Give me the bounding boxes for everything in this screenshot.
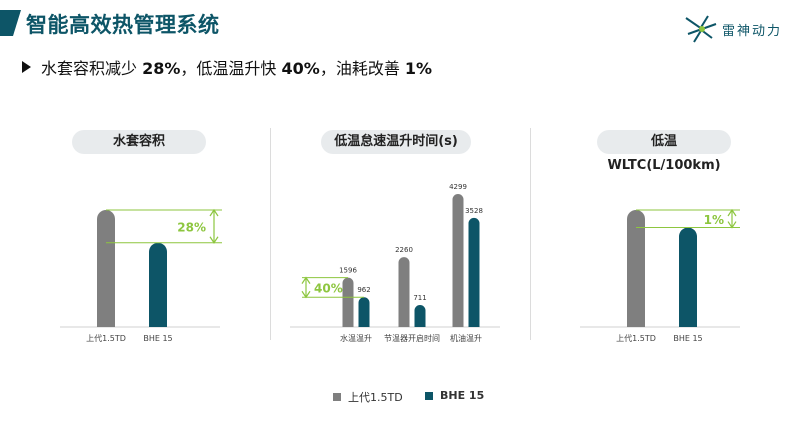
data-label: 711 <box>413 294 426 302</box>
legend-item-bhe: BHE 15 <box>425 389 484 402</box>
data-label: 3528 <box>465 207 483 215</box>
data-label: 962 <box>357 286 370 294</box>
bar-warmup <box>468 217 480 327</box>
bar-water-jacket <box>149 242 167 327</box>
data-label: 1596 <box>339 267 357 275</box>
legend-item-prev: 上代1.5TD <box>333 389 403 405</box>
annotation-water-jacket-label: 28% <box>177 220 206 234</box>
chart-title-warmup-time: 低温怠速温升时间(s) <box>321 130 471 154</box>
x-tick-label: 节温器开启时间 <box>384 333 440 343</box>
data-label: 2260 <box>395 246 413 254</box>
x-tick-label: 上代1.5TD <box>86 333 126 343</box>
summary-value-3: 1% <box>404 59 433 78</box>
chart-title-wltc: 低温WLTC(L/100km) <box>597 130 731 173</box>
annotation-warmup-arrow-head-down <box>301 290 311 299</box>
brand-name: 雷神动力 <box>722 24 783 39</box>
page-title: 智能高效热管理系统 <box>26 13 220 37</box>
panel-divider <box>530 128 531 340</box>
x-tick-label: BHE 15 <box>143 334 172 343</box>
annotation-wltc-label: 1% <box>704 213 724 227</box>
data-label: 4299 <box>449 183 467 191</box>
summary-part-3: ，油耗改善 <box>319 59 400 78</box>
x-tick-label: 机油温升 <box>450 333 482 343</box>
bar-warmup <box>452 194 464 327</box>
summary-part-2: ，低温温升快 <box>180 59 277 78</box>
summary-value-2: 40% <box>281 59 320 78</box>
bar-wltc <box>679 227 697 327</box>
summary-value-1: 28% <box>142 59 181 78</box>
brand-logo-icon <box>685 15 717 43</box>
bar-warmup <box>414 305 426 327</box>
bar-warmup <box>358 297 370 327</box>
summary-line: 水套容积减少 28%，低温温升快 40%，油耗改善 1% <box>22 55 432 79</box>
bullet-triangle-icon <box>22 61 31 73</box>
bar-warmup <box>398 257 410 327</box>
bar-water-jacket <box>97 210 115 327</box>
annotation-warmup-label: 40% <box>314 281 343 295</box>
title-accent-triangle <box>13 10 21 36</box>
x-tick-label: BHE 15 <box>673 334 702 343</box>
panel-divider <box>270 128 271 340</box>
x-tick-label: 上代1.5TD <box>616 333 656 343</box>
legend-swatch-teal <box>425 391 433 400</box>
bar-warmup <box>342 277 354 327</box>
title-accent-bar <box>0 10 13 36</box>
bar-wltc <box>627 210 645 327</box>
summary-part-1: 水套容积减少 <box>41 59 138 78</box>
legend-label-bhe: BHE 15 <box>440 389 485 402</box>
x-tick-label: 水温温升 <box>340 333 372 343</box>
legend-swatch-gray <box>333 393 341 401</box>
legend-label-prev: 上代1.5TD <box>348 391 403 404</box>
annotation-wltc-arrow-head-up <box>727 208 737 217</box>
annotation-warmup-arrow-head-up <box>301 276 311 284</box>
annotation-water-jacket-arrow-head-up <box>209 208 219 217</box>
chart-title-water-jacket: 水套容积 <box>72 130 206 154</box>
